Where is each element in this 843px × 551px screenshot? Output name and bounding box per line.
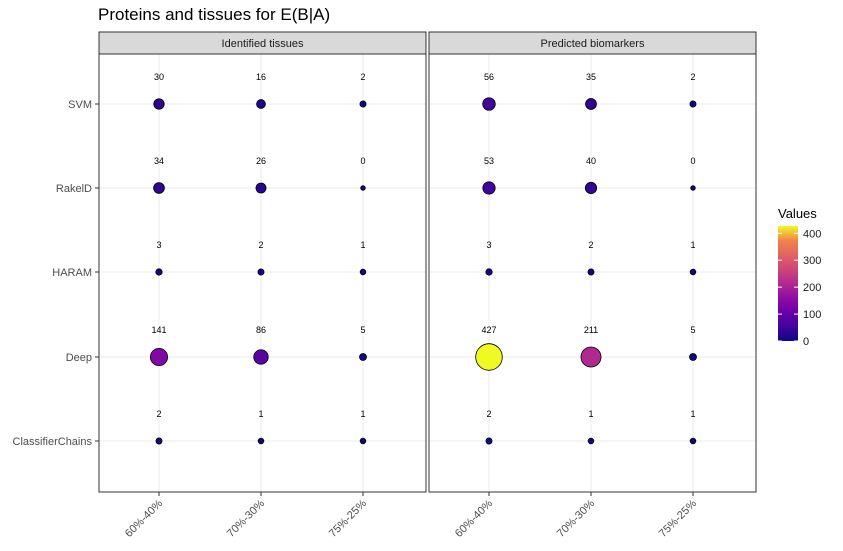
data-label: 53 bbox=[484, 156, 494, 166]
legend-title: Values bbox=[778, 206, 817, 221]
data-label: 5 bbox=[690, 325, 695, 335]
data-label: 2 bbox=[486, 409, 491, 419]
panel-border bbox=[98, 53, 427, 493]
data-point bbox=[689, 268, 697, 276]
data-point bbox=[257, 268, 265, 276]
data-point bbox=[149, 347, 169, 367]
data-point bbox=[155, 437, 163, 445]
data-point bbox=[689, 100, 697, 108]
data-label: 2 bbox=[156, 409, 161, 419]
facet-strip-label: Predicted biomarkers bbox=[541, 38, 645, 50]
x-tick-label: 75%-25% bbox=[327, 497, 369, 539]
x-tick-label: 60%-40% bbox=[123, 497, 165, 539]
data-label: 3 bbox=[486, 240, 491, 250]
y-axis: SVM RakelD HARAM Deep ClassifierChains bbox=[13, 99, 99, 448]
data-label: 16 bbox=[256, 72, 266, 82]
data-label: 3 bbox=[156, 240, 161, 250]
legend-tick-label: 400 bbox=[803, 228, 821, 240]
data-label: 40 bbox=[586, 156, 596, 166]
legend-tick-label: 0 bbox=[803, 336, 809, 348]
legend-tick-label: 300 bbox=[803, 255, 821, 267]
data-point bbox=[253, 349, 269, 365]
data-label: 34 bbox=[154, 156, 164, 166]
legend-colorbar bbox=[778, 226, 798, 341]
data-label: 2 bbox=[690, 72, 695, 82]
data-point bbox=[587, 268, 595, 276]
data-label: 35 bbox=[586, 72, 596, 82]
data-label: 1 bbox=[360, 409, 365, 419]
data-point bbox=[359, 268, 367, 276]
data-point bbox=[587, 437, 595, 445]
data-point bbox=[482, 97, 496, 111]
x-tick-label: 75%-25% bbox=[657, 497, 699, 539]
data-label: 1 bbox=[360, 240, 365, 250]
y-tick-label: Deep bbox=[66, 352, 92, 364]
legend-tick-label: 100 bbox=[803, 309, 821, 321]
data-label: 30 bbox=[154, 72, 164, 82]
panel-1: Identified tissues 30 16 2 34 26 0 3 2 1 141 86 5 2 1 1… bbox=[98, 31, 427, 540]
data-point bbox=[153, 182, 165, 194]
data-point bbox=[475, 343, 503, 371]
data-point bbox=[256, 99, 266, 109]
y-tick-label: HARAM bbox=[52, 267, 92, 279]
legend-tick-label: 200 bbox=[803, 282, 821, 294]
data-point bbox=[257, 437, 265, 445]
data-point bbox=[689, 353, 697, 361]
y-tick-label: SVM bbox=[68, 99, 92, 111]
y-tick-label: ClassifierChains bbox=[13, 436, 93, 448]
data-label: 0 bbox=[360, 156, 365, 166]
y-tick-label: RakelD bbox=[56, 183, 92, 195]
data-point bbox=[359, 437, 367, 445]
data-point bbox=[584, 181, 598, 195]
data-label: 2 bbox=[258, 240, 263, 250]
data-label: 0 bbox=[690, 156, 695, 166]
panel-border bbox=[428, 53, 757, 493]
data-label: 26 bbox=[256, 156, 266, 166]
data-point bbox=[155, 268, 163, 276]
data-label: 141 bbox=[151, 325, 166, 335]
data-label: 1 bbox=[690, 409, 695, 419]
data-point bbox=[585, 98, 597, 110]
facet-strip-label: Identified tissues bbox=[222, 38, 304, 50]
data-point bbox=[359, 353, 367, 361]
data-point bbox=[689, 437, 697, 445]
data-point bbox=[485, 437, 493, 445]
data-point bbox=[360, 185, 366, 191]
data-point bbox=[580, 346, 602, 368]
data-point bbox=[153, 98, 165, 110]
data-label: 5 bbox=[360, 325, 365, 335]
x-tick-label: 70%-30% bbox=[225, 497, 267, 539]
legend: Values 0 100 200 300 400 bbox=[778, 206, 821, 348]
data-point bbox=[255, 182, 267, 194]
data-point bbox=[359, 100, 367, 108]
data-label: 427 bbox=[481, 325, 496, 335]
x-tick-label: 60%-40% bbox=[453, 497, 495, 539]
data-label: 2 bbox=[588, 240, 593, 250]
data-label: 211 bbox=[584, 325, 598, 335]
data-label: 1 bbox=[258, 409, 263, 419]
chart-title: Proteins and tissues for E(B|A) bbox=[98, 5, 330, 24]
data-point bbox=[482, 181, 496, 195]
data-label: 2 bbox=[360, 72, 365, 82]
legend-ticks: 0 100 200 300 400 bbox=[778, 228, 821, 348]
data-label: 86 bbox=[256, 325, 266, 335]
data-label: 1 bbox=[588, 409, 593, 419]
data-label: 56 bbox=[484, 72, 494, 82]
x-tick-label: 70%-30% bbox=[555, 497, 597, 539]
data-point bbox=[485, 268, 493, 276]
data-label: 1 bbox=[690, 240, 695, 250]
data-point bbox=[690, 185, 696, 191]
